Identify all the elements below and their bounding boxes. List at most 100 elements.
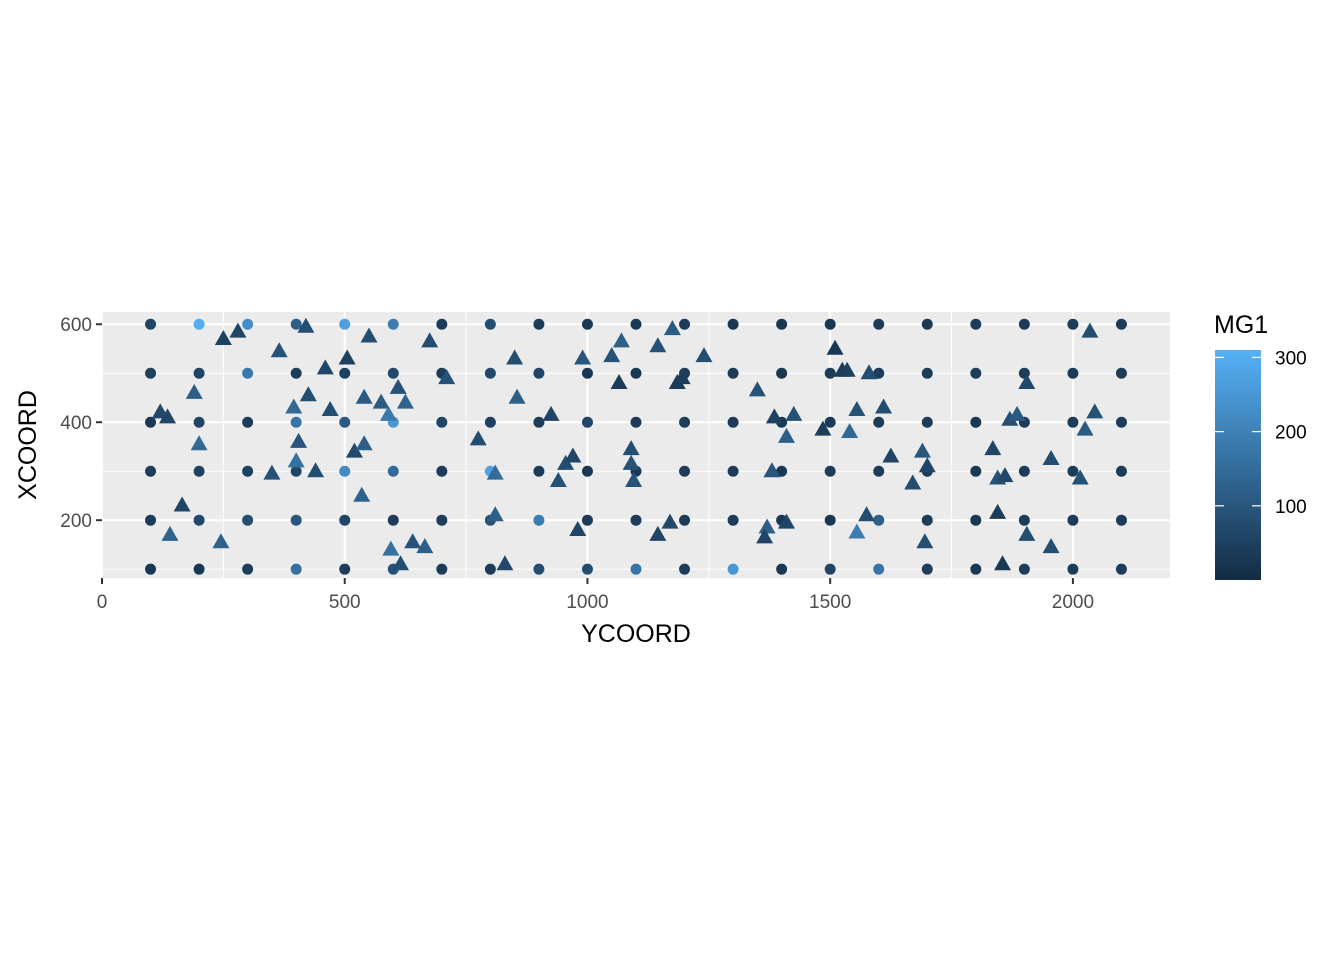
data-point-circle (727, 367, 739, 379)
data-point-triangle (496, 555, 514, 571)
data-point-triangle (1042, 538, 1060, 554)
data-point-triangle (841, 423, 859, 439)
data-point-triangle (838, 361, 856, 377)
data-point-triangle (612, 332, 630, 348)
legend-title: MG1 (1214, 311, 1268, 339)
data-point-circle (1067, 514, 1079, 526)
data-point-circle (776, 563, 788, 575)
data-point-circle (581, 367, 593, 379)
data-point-triangle (307, 462, 325, 478)
x-axis-title: YCOORD (581, 620, 691, 648)
data-point-circle (533, 514, 545, 526)
data-point-circle (193, 367, 205, 379)
data-point-circle (970, 514, 982, 526)
data-point-circle (581, 416, 593, 428)
data-point-circle (727, 465, 739, 477)
data-point-triangle (396, 393, 414, 409)
data-point-circle (387, 367, 399, 379)
data-point-circle (921, 563, 933, 575)
data-point-triangle (625, 472, 643, 488)
colorbar-tick-label: 200 (1275, 423, 1307, 444)
data-point-triangle (777, 513, 795, 529)
data-point-triangle (748, 381, 766, 397)
x-tick-label: 1500 (809, 592, 851, 613)
data-point-triangle (290, 432, 308, 448)
data-point-triangle (904, 474, 922, 490)
data-point-circle (727, 416, 739, 428)
data-point-triangle (416, 538, 434, 554)
data-point-circle (290, 416, 302, 428)
data-point-triangle (229, 322, 247, 338)
data-point-circle (339, 563, 351, 575)
data-point-circle (339, 416, 351, 428)
data-point-circle (824, 367, 836, 379)
data-point-triangle (392, 555, 410, 571)
data-point-triangle (756, 528, 774, 544)
data-point-circle (581, 318, 593, 330)
data-point-circle (581, 465, 593, 477)
data-point-triangle (1076, 420, 1094, 436)
data-point-circle (970, 465, 982, 477)
data-point-triangle (996, 467, 1014, 483)
data-point-triangle (549, 472, 567, 488)
data-point-triangle (297, 317, 315, 333)
colorbar (1215, 350, 1261, 580)
data-point-triangle (858, 506, 876, 522)
y-axis: 200 400 600 (60, 315, 102, 532)
data-point-circle (581, 563, 593, 575)
data-point-circle (339, 367, 351, 379)
data-point-circle (387, 514, 399, 526)
data-point-triangle (389, 378, 407, 394)
data-point-triangle (569, 520, 587, 536)
data-point-triangle (1001, 410, 1019, 426)
data-point-circle (436, 465, 448, 477)
data-point-circle (290, 465, 302, 477)
data-point-circle (970, 367, 982, 379)
data-point-circle (824, 318, 836, 330)
data-point-triangle (984, 440, 1002, 456)
data-point-circle (145, 563, 157, 575)
data-point-circle (1115, 514, 1127, 526)
data-point-circle (679, 514, 691, 526)
data-point-circle (921, 416, 933, 428)
data-point-triangle (372, 393, 390, 409)
plot-panel (102, 312, 1170, 578)
data-point-circle (873, 563, 885, 575)
data-point-triangle (814, 420, 832, 436)
data-point-triangle (345, 442, 363, 458)
data-point-circle (776, 367, 788, 379)
data-point-triangle (486, 506, 504, 522)
data-point-triangle (848, 400, 866, 416)
data-point-circle (1115, 367, 1127, 379)
data-point-circle (145, 318, 157, 330)
data-point-circle (824, 514, 836, 526)
data-point-circle (290, 563, 302, 575)
data-point-circle (339, 465, 351, 477)
data-point-triangle (355, 388, 373, 404)
data-point-circle (824, 465, 836, 477)
data-point-triangle (994, 555, 1012, 571)
data-point-triangle (916, 533, 934, 549)
data-point-triangle (989, 503, 1007, 519)
data-point-circle (1018, 318, 1030, 330)
data-point-circle (242, 514, 254, 526)
data-point-triangle (1081, 322, 1099, 338)
data-point-circle (581, 514, 593, 526)
data-point-circle (484, 563, 496, 575)
y-tick-label: 200 (60, 511, 92, 532)
data-point-circle (970, 563, 982, 575)
data-point-circle (436, 514, 448, 526)
data-point-circle (824, 563, 836, 575)
data-point-circle (436, 416, 448, 428)
data-point-circle (630, 563, 642, 575)
data-point-circle (679, 465, 691, 477)
data-point-circle (921, 514, 933, 526)
data-point-circle (145, 416, 157, 428)
data-point-circle (921, 367, 933, 379)
data-point-circle (679, 318, 691, 330)
data-point-circle (1067, 318, 1079, 330)
data-point-triangle (622, 454, 640, 470)
data-point-triangle (649, 525, 667, 541)
data-point-circle (1018, 514, 1030, 526)
data-point-triangle (379, 405, 397, 421)
